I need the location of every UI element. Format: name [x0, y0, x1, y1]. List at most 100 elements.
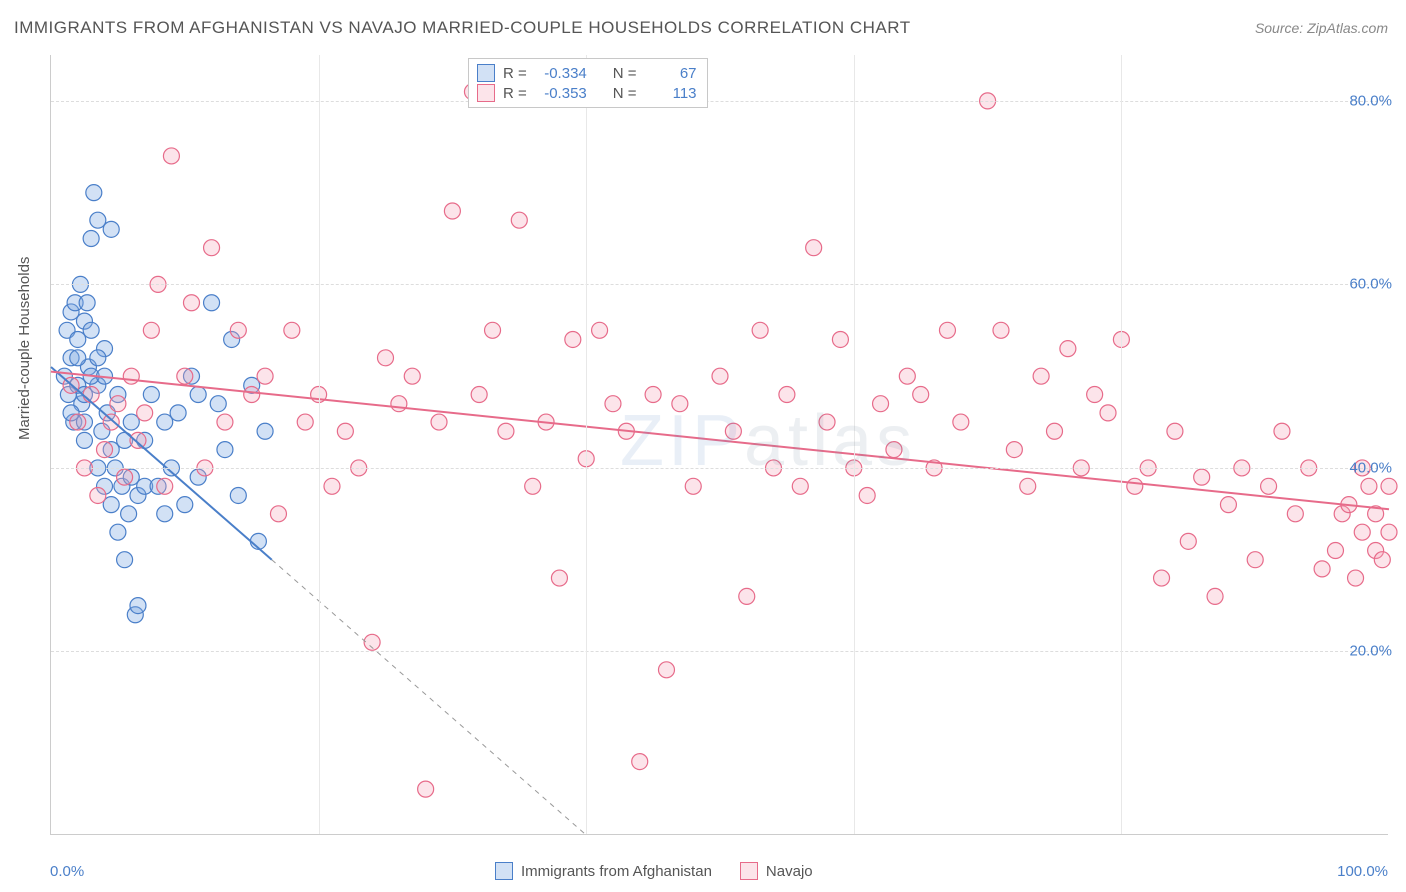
scatter-svg	[51, 55, 1388, 834]
data-point-afghanistan	[190, 387, 206, 403]
data-point-navajo	[485, 322, 501, 338]
data-point-navajo	[324, 478, 340, 494]
y-tick-label: 80.0%	[1349, 92, 1392, 109]
data-point-navajo	[217, 414, 233, 430]
data-point-navajo	[163, 148, 179, 164]
r-value-navajo: -0.353	[535, 85, 587, 102]
data-point-navajo	[1314, 561, 1330, 577]
data-point-afghanistan	[103, 221, 119, 237]
data-point-afghanistan	[217, 442, 233, 458]
r-value-afghanistan: -0.334	[535, 65, 587, 82]
n-label: N =	[613, 65, 637, 82]
data-point-navajo	[1381, 524, 1397, 540]
y-axis-label: Married-couple Households	[16, 257, 33, 440]
data-point-navajo	[551, 570, 567, 586]
data-point-navajo	[1006, 442, 1022, 458]
gridline-h	[51, 468, 1388, 469]
data-point-navajo	[257, 368, 273, 384]
data-point-navajo	[658, 662, 674, 678]
data-point-navajo	[899, 368, 915, 384]
data-point-navajo	[832, 331, 848, 347]
data-point-navajo	[177, 368, 193, 384]
data-point-navajo	[83, 387, 99, 403]
swatch-afghanistan	[477, 64, 495, 82]
r-label: R =	[503, 85, 527, 102]
data-point-navajo	[873, 396, 889, 412]
legend-label-navajo: Navajo	[766, 863, 813, 880]
legend-stats-row-afghanistan: R = -0.334 N = 67	[477, 63, 697, 83]
data-point-navajo	[123, 368, 139, 384]
data-point-navajo	[779, 387, 795, 403]
swatch-afghanistan	[495, 862, 513, 880]
data-point-navajo	[1361, 478, 1377, 494]
data-point-navajo	[110, 396, 126, 412]
data-point-afghanistan	[70, 350, 86, 366]
swatch-navajo	[477, 84, 495, 102]
data-point-navajo	[1261, 478, 1277, 494]
gridline-h	[51, 101, 1388, 102]
data-point-afghanistan	[210, 396, 226, 412]
data-point-navajo	[404, 368, 420, 384]
data-point-navajo	[1180, 533, 1196, 549]
data-point-navajo	[819, 414, 835, 430]
data-point-navajo	[97, 442, 113, 458]
data-point-navajo	[337, 423, 353, 439]
data-point-navajo	[1381, 478, 1397, 494]
data-point-navajo	[90, 487, 106, 503]
data-point-navajo	[471, 387, 487, 403]
n-label: N =	[613, 85, 637, 102]
data-point-navajo	[939, 322, 955, 338]
plot-area	[50, 55, 1388, 835]
data-point-navajo	[1327, 543, 1343, 559]
x-tick-left: 0.0%	[50, 863, 84, 880]
data-point-navajo	[993, 322, 1009, 338]
data-point-afghanistan	[143, 387, 159, 403]
data-point-navajo	[1374, 552, 1390, 568]
n-value-navajo: 113	[645, 85, 697, 102]
data-point-navajo	[725, 423, 741, 439]
source-attribution: Source: ZipAtlas.com	[1255, 20, 1388, 36]
data-point-navajo	[1348, 570, 1364, 586]
data-point-navajo	[1354, 524, 1370, 540]
data-point-navajo	[645, 387, 661, 403]
chart-title: IMMIGRANTS FROM AFGHANISTAN VS NAVAJO MA…	[14, 18, 911, 38]
data-point-navajo	[444, 203, 460, 219]
data-point-navajo	[498, 423, 514, 439]
data-point-navajo	[739, 588, 755, 604]
data-point-afghanistan	[76, 432, 92, 448]
swatch-navajo	[740, 862, 758, 880]
legend-stats: R = -0.334 N = 67 R = -0.353 N = 113	[468, 58, 708, 108]
data-point-navajo	[1087, 387, 1103, 403]
data-point-navajo	[672, 396, 688, 412]
data-point-navajo	[806, 240, 822, 256]
gridline-v	[319, 55, 320, 834]
data-point-afghanistan	[157, 506, 173, 522]
data-point-afghanistan	[230, 487, 246, 503]
legend-label-afghanistan: Immigrants from Afghanistan	[521, 863, 712, 880]
data-point-navajo	[103, 414, 119, 430]
x-tick-right: 100.0%	[1337, 863, 1388, 880]
data-point-afghanistan	[83, 322, 99, 338]
data-point-afghanistan	[86, 185, 102, 201]
data-point-afghanistan	[204, 295, 220, 311]
data-point-navajo	[1220, 497, 1236, 513]
data-point-afghanistan	[90, 350, 106, 366]
data-point-navajo	[70, 414, 86, 430]
data-point-navajo	[1154, 570, 1170, 586]
data-point-navajo	[685, 478, 701, 494]
data-point-navajo	[1100, 405, 1116, 421]
data-point-afghanistan	[177, 497, 193, 513]
data-point-navajo	[1194, 469, 1210, 485]
data-point-navajo	[1167, 423, 1183, 439]
data-point-navajo	[431, 414, 447, 430]
data-point-afghanistan	[170, 405, 186, 421]
data-point-navajo	[204, 240, 220, 256]
trend-line-navajo	[51, 372, 1389, 510]
data-point-navajo	[511, 212, 527, 228]
gridline-h	[51, 651, 1388, 652]
data-point-navajo	[183, 295, 199, 311]
data-point-navajo	[792, 478, 808, 494]
data-point-navajo	[378, 350, 394, 366]
data-point-afghanistan	[257, 423, 273, 439]
data-point-afghanistan	[83, 231, 99, 247]
